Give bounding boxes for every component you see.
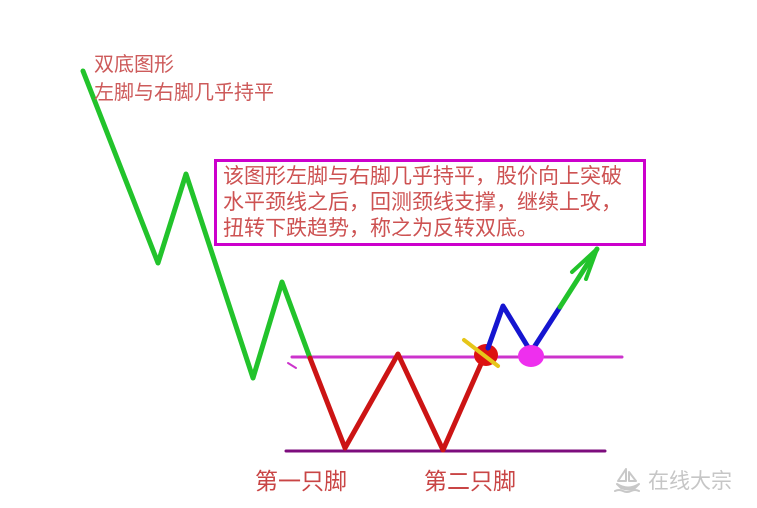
second-foot-label: 第二只脚 bbox=[424, 468, 516, 494]
breakout-arrow-shaft bbox=[557, 246, 600, 310]
diagram-title: 双底图形 左脚与右脚几乎持平 bbox=[94, 51, 274, 107]
annotation-line: 水平颈线之后，回测颈线支撑，继续上攻， bbox=[223, 191, 622, 214]
annotation-line: 该图形左脚与右脚几乎持平，股价向上突破 bbox=[223, 165, 622, 188]
diagram-title-line1: 双底图形 bbox=[94, 54, 174, 76]
downtrend-line bbox=[80, 68, 313, 381]
watermark-text: 在线大宗 bbox=[648, 470, 732, 493]
diagram-title-line2: 左脚与右脚几乎持平 bbox=[94, 82, 274, 104]
sailboat-icon bbox=[614, 468, 640, 493]
watermark: 在线大宗 bbox=[612, 465, 732, 495]
first-foot-label: 第一只脚 bbox=[255, 468, 347, 494]
annotation-line: 扭转下跌趋势，称之为反转双底。 bbox=[223, 217, 538, 240]
breakout-arrow-barb-1 bbox=[570, 247, 599, 274]
double-bottom-line bbox=[307, 345, 491, 453]
prohibit-slash bbox=[462, 338, 500, 368]
pullback-marker bbox=[518, 345, 544, 367]
annotation-box: 该图形左脚与右脚几乎持平，股价向上突破 水平颈线之后，回测颈线支撑，继续上攻， … bbox=[214, 159, 646, 246]
neckline-tick bbox=[287, 362, 297, 369]
pullback-line bbox=[485, 303, 563, 355]
breakout-arrow-barb-2 bbox=[584, 247, 599, 281]
